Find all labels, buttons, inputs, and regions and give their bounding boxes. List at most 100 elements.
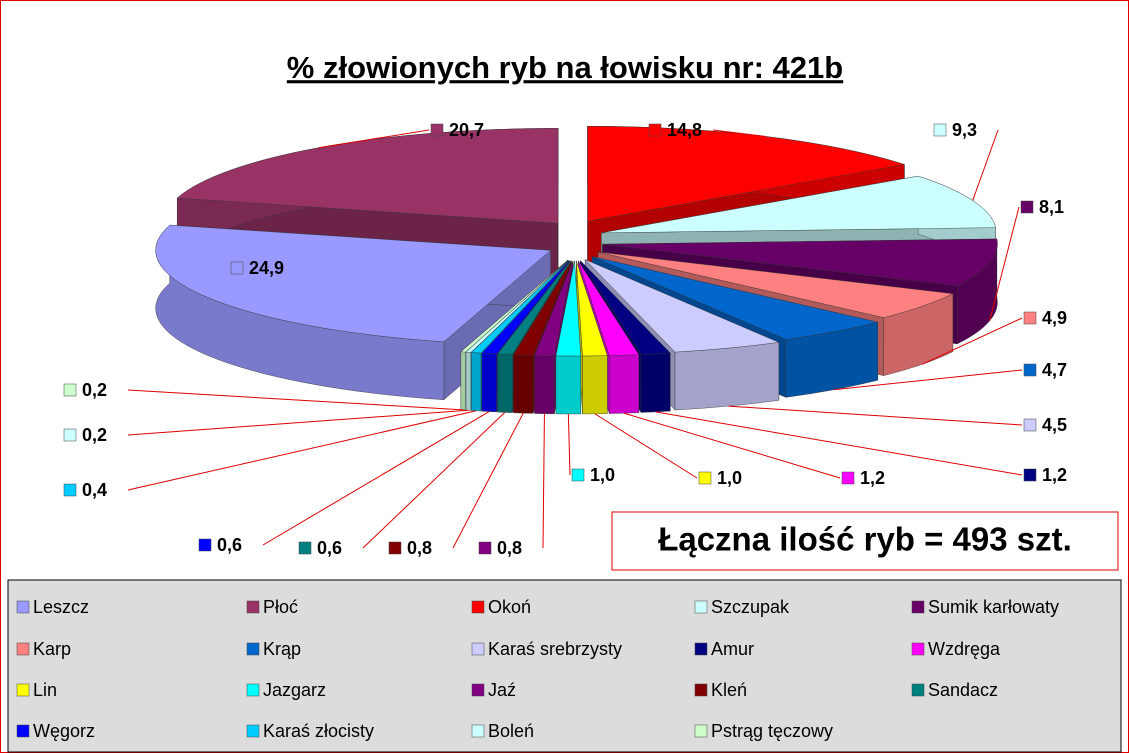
legend-swatch	[471, 724, 485, 738]
leader-line	[712, 129, 765, 137]
legend-label: Karaś srebrzysty	[488, 639, 622, 659]
label-swatch	[478, 541, 492, 555]
leader-line	[318, 129, 430, 149]
label-swatch	[1020, 200, 1034, 214]
total-box	[611, 511, 1119, 571]
label-swatch	[1023, 468, 1037, 482]
slice	[601, 175, 996, 234]
legend-label: Wzdręga	[928, 639, 1001, 659]
legend-swatch	[911, 683, 925, 697]
data-label: 24,9	[249, 258, 284, 278]
label-swatch	[1023, 311, 1037, 325]
slice-band	[481, 352, 497, 413]
slice	[602, 238, 998, 287]
legend-swatch	[16, 683, 30, 697]
data-label: 20,7	[449, 120, 484, 140]
data-label: 9,3	[952, 120, 977, 140]
legend-label: Kleń	[711, 680, 747, 700]
label-swatch	[841, 471, 855, 485]
slice	[585, 259, 780, 353]
slice	[534, 260, 574, 357]
leader-line	[567, 413, 571, 476]
data-label: 14,8	[667, 120, 702, 140]
slice-band	[465, 351, 472, 411]
legend-label: Jazgarz	[263, 680, 326, 700]
legend-swatch	[694, 683, 708, 697]
slice	[597, 251, 954, 318]
legend-label: Jaź	[488, 680, 516, 700]
leader-line	[655, 411, 1023, 476]
legend-swatch	[911, 642, 925, 656]
slice-band	[460, 351, 466, 411]
legend-label: Okoń	[488, 597, 531, 617]
data-label: 0,8	[407, 538, 432, 558]
slice	[155, 224, 552, 343]
leader-line	[127, 409, 469, 436]
leader-line	[362, 412, 506, 549]
data-label: 4,9	[1042, 308, 1067, 328]
legend-swatch	[694, 642, 708, 656]
legend-swatch	[246, 600, 260, 614]
slice	[592, 256, 878, 340]
legend-swatch	[246, 724, 260, 738]
legend-swatch	[471, 600, 485, 614]
leader-line	[623, 412, 841, 479]
legend-swatch	[16, 724, 30, 738]
label-swatch	[63, 383, 77, 397]
legend-label: Pstrąg tęczowy	[711, 721, 833, 741]
annotation: Łączna ilość ryb = 493 szt.	[658, 521, 1072, 558]
legend-swatch	[246, 642, 260, 656]
leader-line	[834, 369, 1023, 391]
label-swatch	[933, 123, 947, 137]
legend-label: Karaś złocisty	[263, 721, 374, 741]
leader-line	[921, 317, 1023, 365]
data-label: 4,5	[1042, 415, 1067, 435]
slice	[580, 260, 671, 355]
label-swatch	[198, 538, 212, 552]
slice-band	[582, 355, 608, 415]
slice	[470, 260, 569, 354]
leader-line	[972, 129, 999, 201]
legend-swatch	[471, 683, 485, 697]
legend-label: Sumik karłowaty	[928, 597, 1059, 617]
legend-label: Amur	[711, 639, 754, 659]
slice-band	[640, 352, 671, 413]
label-swatch	[230, 261, 244, 275]
label-swatch	[698, 471, 712, 485]
slice	[460, 260, 568, 353]
slice	[176, 128, 559, 224]
slice	[576, 260, 608, 357]
slice-band	[555, 355, 581, 415]
label-swatch	[1023, 418, 1037, 432]
slice-band	[471, 352, 482, 412]
data-label: 4,7	[1042, 360, 1067, 380]
slice-band	[513, 354, 534, 414]
legend-swatch	[694, 724, 708, 738]
data-label: 0,4	[82, 480, 107, 500]
legend-label: Węgorz	[33, 721, 95, 741]
legend-swatch	[246, 683, 260, 697]
data-label: 1,0	[590, 465, 615, 485]
slice	[497, 260, 571, 355]
label-swatch	[1023, 363, 1037, 377]
label-swatch	[298, 541, 312, 555]
data-label: 0,8	[497, 538, 522, 558]
legend-label: Leszcz	[33, 597, 89, 617]
label-swatch	[63, 483, 77, 497]
slice	[481, 260, 570, 355]
data-label: 0,2	[82, 425, 107, 445]
slice-band	[534, 355, 555, 415]
slice-band	[674, 342, 780, 411]
data-label: 0,6	[217, 535, 242, 555]
legend-swatch	[471, 642, 485, 656]
legend-swatch	[16, 600, 30, 614]
legend-label: Płoć	[263, 597, 298, 617]
leader-line	[989, 206, 1020, 322]
legend-label: Krąp	[263, 639, 301, 659]
leader-line	[542, 413, 545, 549]
label-swatch	[63, 428, 77, 442]
data-label: 8,1	[1039, 197, 1064, 217]
legend-label: Karp	[33, 639, 71, 659]
slice-tops	[155, 126, 998, 357]
legend-swatch	[911, 600, 925, 614]
